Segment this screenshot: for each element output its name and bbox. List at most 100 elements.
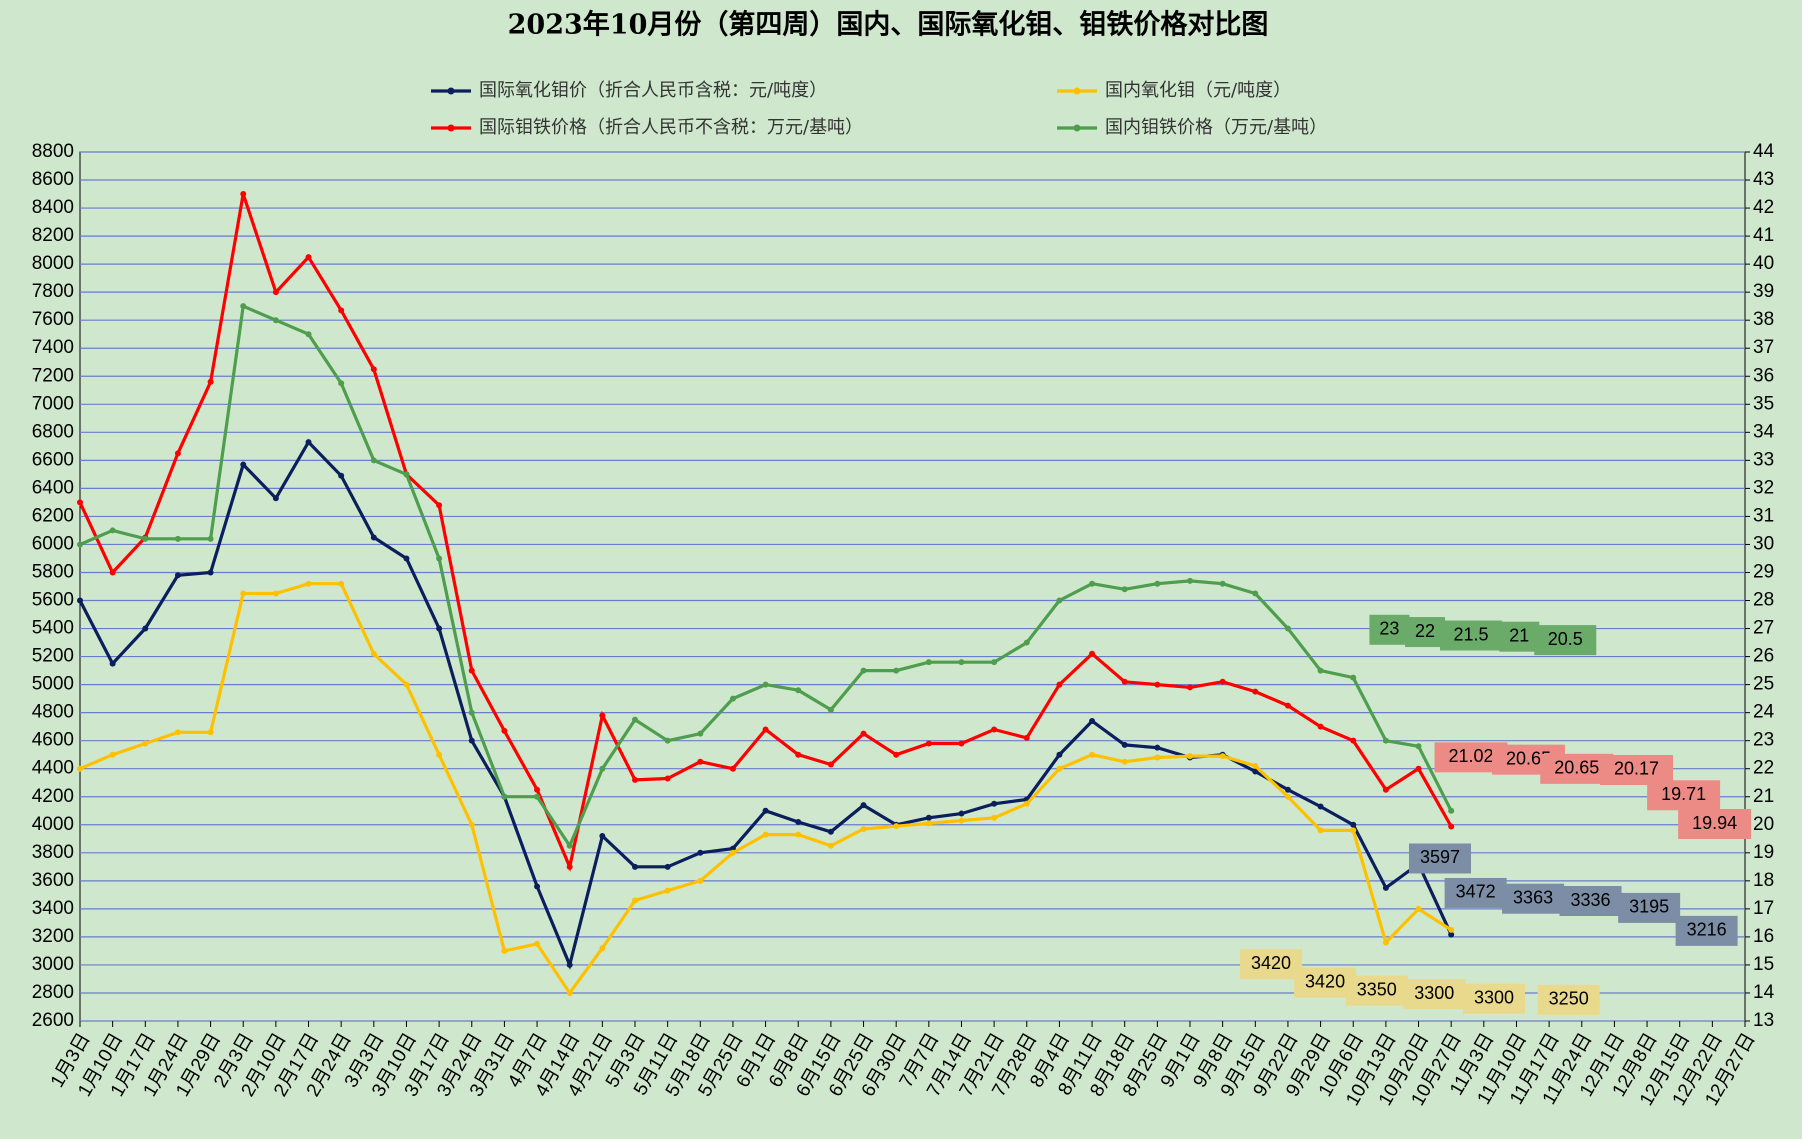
point bbox=[925, 814, 932, 821]
point bbox=[207, 729, 214, 736]
point bbox=[109, 751, 116, 758]
point bbox=[925, 820, 932, 827]
point bbox=[860, 802, 867, 809]
point bbox=[468, 821, 475, 828]
y-tick-label: 8000 bbox=[32, 253, 74, 274]
point bbox=[566, 989, 573, 996]
y2-tick-label: 25 bbox=[1753, 674, 1774, 695]
point bbox=[893, 751, 900, 758]
point bbox=[1187, 577, 1193, 584]
point bbox=[534, 786, 541, 793]
annotation-label: 3250 bbox=[1549, 989, 1589, 1009]
point bbox=[697, 849, 704, 856]
point bbox=[958, 659, 965, 666]
annotation-label: 20.5 bbox=[1548, 629, 1583, 649]
annotation-box bbox=[1345, 975, 1408, 1006]
point bbox=[240, 191, 247, 198]
y-tick-label: 8800 bbox=[32, 141, 74, 162]
annotation-box bbox=[1444, 877, 1507, 908]
point bbox=[305, 439, 312, 446]
plot-area bbox=[79, 151, 1746, 1022]
point bbox=[795, 831, 802, 838]
point bbox=[893, 667, 900, 674]
point bbox=[925, 740, 932, 747]
point bbox=[501, 727, 508, 734]
y-tick-label: 3800 bbox=[32, 842, 74, 863]
point bbox=[664, 863, 671, 870]
point bbox=[207, 378, 214, 385]
point bbox=[338, 380, 345, 387]
point bbox=[1382, 884, 1389, 891]
point bbox=[664, 775, 671, 782]
y2-tick-label: 22 bbox=[1753, 758, 1774, 779]
point bbox=[436, 751, 443, 758]
y-tick-label: 5600 bbox=[32, 590, 74, 611]
annotation-label: 3420 bbox=[1305, 971, 1345, 991]
y2-tick-label: 28 bbox=[1753, 590, 1774, 611]
point bbox=[1284, 793, 1291, 800]
y2-tick-label: 20 bbox=[1753, 814, 1774, 835]
point bbox=[991, 814, 998, 821]
y2-tick-label: 18 bbox=[1753, 870, 1774, 891]
y-tick-label: 7800 bbox=[32, 281, 74, 302]
point bbox=[77, 499, 83, 506]
annotation-label: 19.71 bbox=[1661, 784, 1706, 804]
point bbox=[1023, 734, 1030, 741]
point bbox=[403, 681, 410, 688]
point bbox=[305, 254, 312, 261]
point bbox=[501, 793, 508, 800]
annotation-box bbox=[1463, 983, 1526, 1014]
point bbox=[1350, 674, 1357, 681]
point bbox=[729, 845, 736, 852]
annotation-box bbox=[1618, 892, 1681, 923]
point bbox=[566, 961, 573, 968]
point bbox=[109, 660, 116, 667]
y-tick-label: 8600 bbox=[32, 169, 74, 190]
point bbox=[272, 317, 279, 324]
annotation-label: 23 bbox=[1379, 619, 1399, 639]
point bbox=[1056, 597, 1063, 604]
point bbox=[468, 737, 475, 744]
annotation-label: 20.65 bbox=[1506, 748, 1551, 768]
point bbox=[566, 863, 573, 870]
point bbox=[338, 307, 345, 314]
point bbox=[436, 555, 443, 562]
point bbox=[1121, 741, 1128, 748]
point bbox=[1154, 580, 1161, 587]
point bbox=[77, 765, 83, 772]
y-tick-label: 2600 bbox=[32, 1010, 74, 1031]
point bbox=[697, 758, 704, 765]
y2-tick-label: 17 bbox=[1753, 898, 1774, 919]
annotation-box bbox=[1408, 843, 1471, 874]
annotation-label: 3336 bbox=[1571, 890, 1611, 910]
point bbox=[1317, 827, 1324, 834]
point bbox=[468, 667, 475, 674]
annotation-label: 3597 bbox=[1420, 847, 1460, 867]
point bbox=[534, 940, 541, 947]
point bbox=[534, 883, 541, 890]
point bbox=[207, 569, 214, 576]
point bbox=[1252, 590, 1259, 597]
point bbox=[860, 730, 867, 737]
y-tick-label: 6600 bbox=[32, 449, 74, 470]
point bbox=[1023, 639, 1030, 646]
point bbox=[1187, 684, 1193, 691]
point bbox=[370, 534, 377, 541]
point bbox=[1154, 754, 1161, 761]
point bbox=[599, 832, 606, 839]
point bbox=[958, 810, 965, 817]
point bbox=[599, 712, 606, 719]
legend-marker bbox=[447, 87, 455, 95]
point bbox=[958, 817, 965, 824]
annotation-box bbox=[1405, 617, 1446, 648]
point bbox=[1089, 751, 1096, 758]
point bbox=[991, 800, 998, 807]
annotation-label: 3472 bbox=[1456, 882, 1496, 902]
point bbox=[860, 825, 867, 832]
point bbox=[403, 471, 410, 478]
point bbox=[1317, 803, 1324, 810]
annotation-box bbox=[1240, 949, 1303, 980]
point bbox=[1187, 753, 1193, 760]
annotation-box bbox=[1440, 620, 1503, 651]
